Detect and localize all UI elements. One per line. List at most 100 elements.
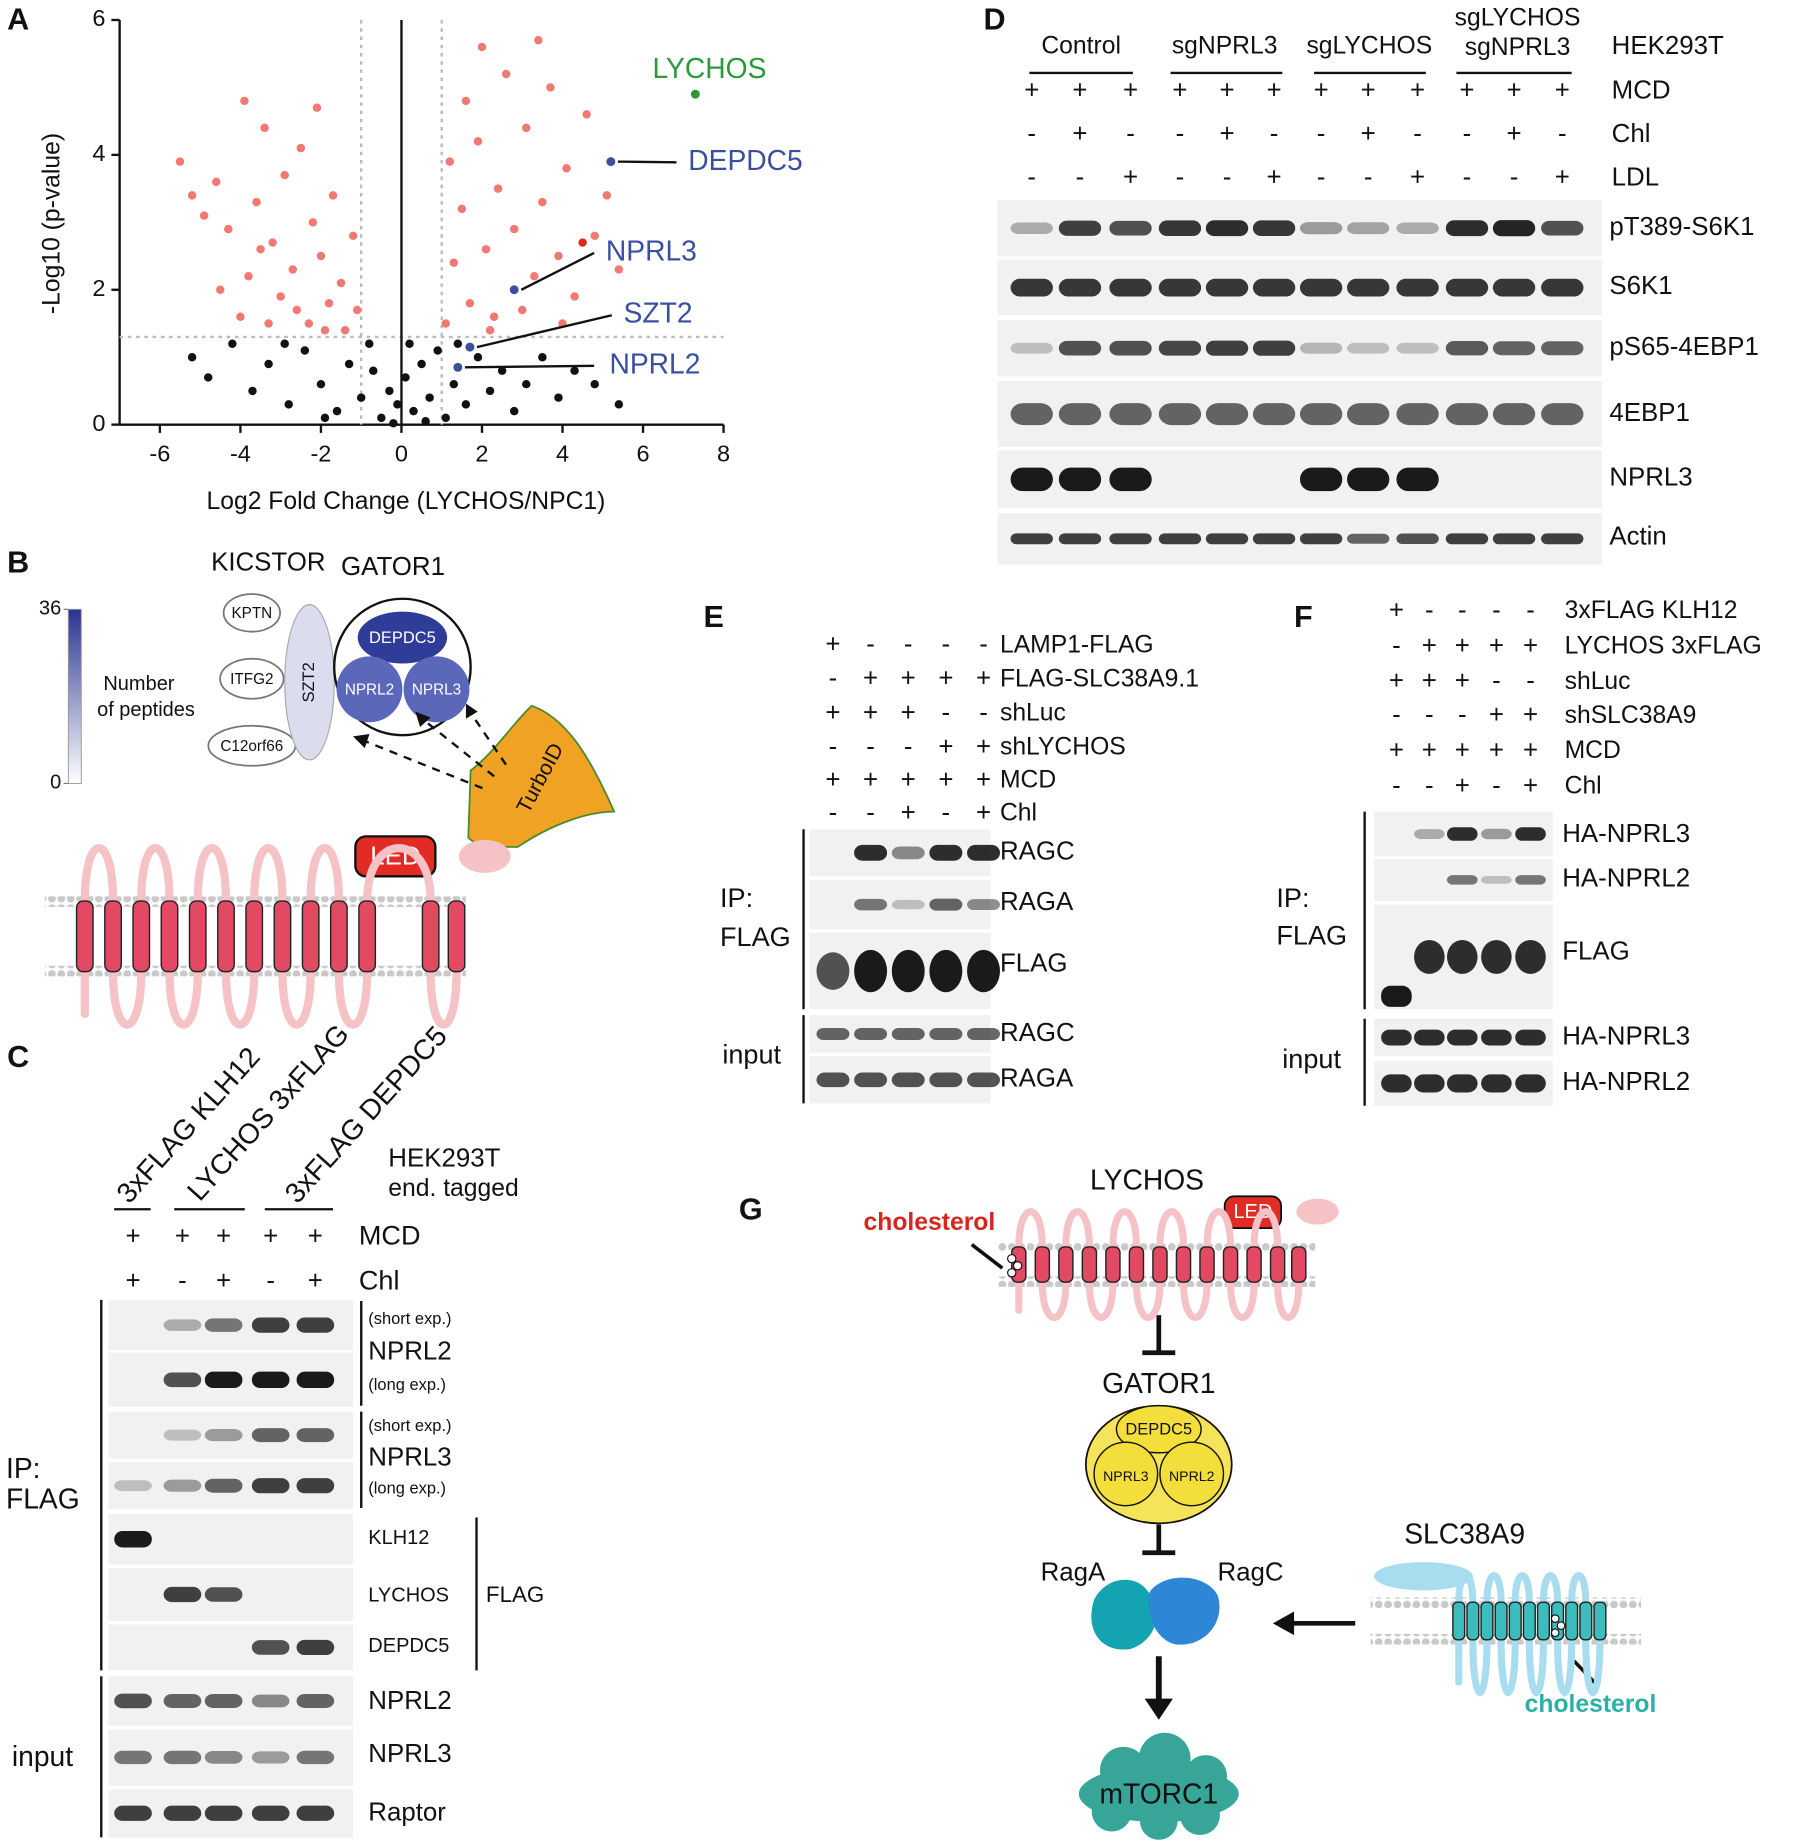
point <box>244 272 253 281</box>
band <box>891 949 925 993</box>
n-term-loop <box>1374 1562 1473 1591</box>
band <box>967 949 1000 993</box>
band <box>1347 467 1390 492</box>
cholesterol-label: cholesterol <box>1525 1691 1657 1718</box>
point <box>228 339 237 348</box>
sign: - <box>1425 772 1434 800</box>
group-label: sgLYCHOS <box>1306 33 1432 60</box>
ip-label: FLAG <box>1276 921 1347 951</box>
sign: + <box>1389 597 1404 625</box>
band <box>1109 467 1152 492</box>
row-label: shLuc <box>1565 668 1631 695</box>
helix <box>1081 1246 1098 1283</box>
ip-label: IP: <box>720 883 753 913</box>
band <box>1205 220 1249 237</box>
y-tick-label: 4 <box>92 140 105 166</box>
row-label: 3xFLAG KLH12 <box>1565 597 1738 624</box>
band <box>891 846 925 860</box>
point-label: NPRL3 <box>606 234 697 266</box>
band <box>204 1693 243 1708</box>
sign: + <box>1123 164 1138 192</box>
blot-label: FLAG <box>1562 938 1630 966</box>
helix <box>1565 1601 1579 1641</box>
band <box>251 1317 290 1333</box>
point <box>365 339 374 348</box>
sign: + <box>175 1222 190 1250</box>
band <box>1481 1029 1512 1046</box>
sign: + <box>1455 667 1470 695</box>
sign: + <box>263 1222 278 1250</box>
sign: + <box>1361 77 1376 105</box>
arrowheads <box>353 703 478 749</box>
input-label: input <box>722 1039 781 1069</box>
point <box>578 238 587 247</box>
sign: + <box>1410 164 1425 192</box>
sign: - <box>1510 164 1519 192</box>
szt2-label: SZT2 <box>300 662 318 702</box>
sign: + <box>125 1267 140 1295</box>
band <box>1492 403 1536 426</box>
band <box>163 1319 202 1331</box>
band <box>891 1072 925 1088</box>
point <box>614 265 624 274</box>
nprl3-shape <box>403 656 470 723</box>
helix <box>1536 1601 1551 1641</box>
sign: - <box>979 699 988 727</box>
point <box>175 157 185 166</box>
blot-label: RAGA <box>1000 888 1074 916</box>
point <box>203 373 213 382</box>
x-tick-label: -2 <box>310 440 331 466</box>
band <box>816 952 850 990</box>
band <box>1010 222 1053 234</box>
band <box>1446 827 1478 841</box>
point <box>518 305 527 315</box>
helix <box>1522 1601 1536 1641</box>
sign: + <box>1455 632 1470 660</box>
blot-label: LYCHOS <box>368 1585 449 1607</box>
band <box>1010 342 1053 354</box>
band <box>204 1371 243 1389</box>
band <box>1515 939 1546 974</box>
sign: + <box>901 799 916 827</box>
point <box>473 352 483 362</box>
sign: + <box>901 699 916 727</box>
band <box>1010 403 1053 426</box>
sign: - <box>1463 120 1472 148</box>
helix <box>245 900 264 973</box>
c-term-loop <box>1296 1198 1339 1225</box>
sign: - <box>866 799 875 827</box>
band <box>1158 340 1202 356</box>
band <box>1445 278 1489 297</box>
band <box>1299 222 1343 235</box>
sign: - <box>1176 120 1185 148</box>
lipid-layer <box>1370 1597 1642 1609</box>
band <box>1445 341 1489 356</box>
helix <box>1175 1246 1192 1283</box>
point <box>481 245 491 254</box>
sign: - <box>1458 597 1467 625</box>
sign: - <box>1425 597 1434 625</box>
blot-label: (short exp.) <box>368 1417 451 1435</box>
point <box>590 379 599 389</box>
point <box>590 231 599 241</box>
sign: + <box>1489 701 1504 729</box>
row-label: Chl <box>1000 800 1037 827</box>
helix <box>301 900 320 973</box>
helix <box>1199 1246 1215 1283</box>
point <box>292 305 302 315</box>
blot-label: NPRL3 <box>1609 464 1692 492</box>
point <box>554 393 563 402</box>
point <box>501 69 511 79</box>
helix <box>1246 1246 1262 1283</box>
point <box>485 325 495 335</box>
sign: + <box>1389 667 1404 695</box>
sign: - <box>1317 120 1326 148</box>
colorbar <box>67 608 82 784</box>
cholesterol-icon <box>1012 1261 1023 1271</box>
point <box>461 400 471 409</box>
band <box>1058 340 1102 356</box>
sign: - <box>1492 772 1501 800</box>
panel-label: G <box>739 1193 763 1227</box>
panel-label: B <box>7 546 29 580</box>
band <box>1205 403 1249 426</box>
